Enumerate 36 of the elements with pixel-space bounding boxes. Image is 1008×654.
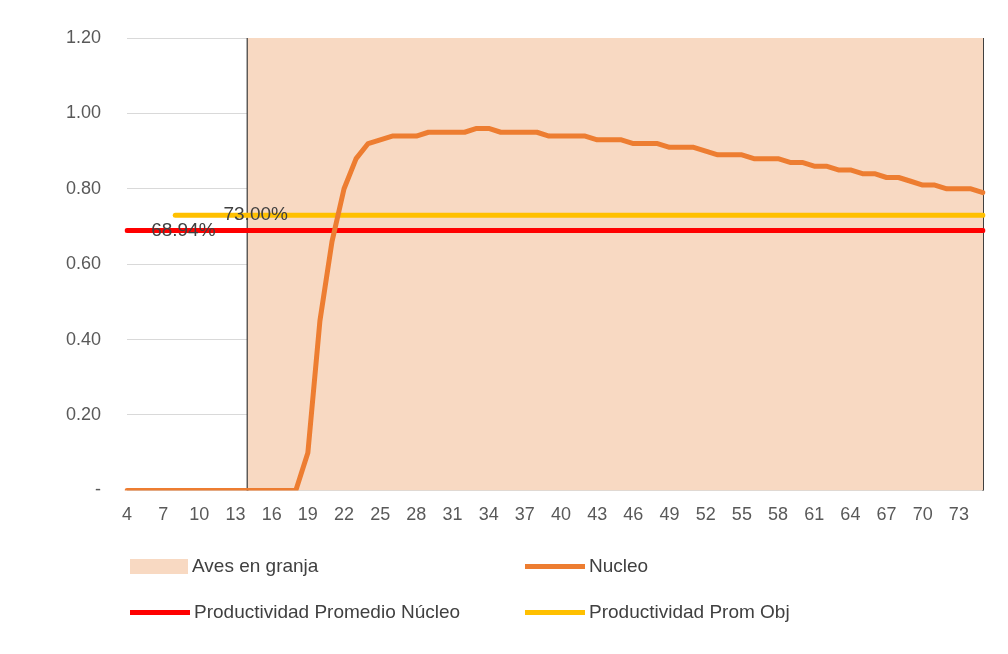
x-tick-label: 22 — [334, 504, 355, 525]
x-tick-label: 10 — [189, 504, 210, 525]
legend-label: Aves en granja — [192, 555, 319, 577]
x-tick-label: 58 — [768, 504, 789, 525]
y-tick-label: - — [95, 479, 102, 500]
x-tick-label: 64 — [840, 504, 861, 525]
y-tick-label: 0.80 — [65, 177, 102, 198]
x-tick-label: 55 — [731, 504, 752, 525]
x-tick-label: 67 — [876, 504, 897, 525]
x-tick-label: 16 — [261, 504, 282, 525]
x-tick-label: 19 — [297, 504, 318, 525]
x-tick-label: 37 — [514, 504, 535, 525]
y-tick-label: 1.20 — [65, 26, 102, 47]
x-tick-label: 49 — [659, 504, 680, 525]
x-tick-label: 70 — [912, 504, 933, 525]
x-tick-label: 61 — [804, 504, 825, 525]
x-tick-label: 46 — [623, 504, 644, 525]
y-tick-label: 0.40 — [65, 328, 102, 349]
x-tick-label: 7 — [158, 504, 169, 525]
x-tick-label: 4 — [122, 504, 133, 525]
x-tick-label: 25 — [370, 504, 391, 525]
y-tick-label: 0.60 — [65, 253, 102, 274]
legend-label: Productividad Promedio Núcleo — [194, 601, 461, 623]
x-tick-label: 43 — [587, 504, 608, 525]
x-tick-label: 52 — [695, 504, 716, 525]
x-tick-label: 40 — [551, 504, 572, 525]
x-tick-label: 31 — [442, 504, 463, 525]
legend-label: Productividad Prom Obj — [589, 601, 790, 623]
y-tick-label: 1.00 — [65, 102, 102, 123]
x-tick-label: 28 — [406, 504, 427, 525]
y-tick-label: 0.20 — [65, 403, 102, 424]
legend-label: Nucleo — [589, 555, 649, 577]
x-tick-label: 13 — [225, 504, 246, 525]
x-tick-label: 73 — [948, 504, 969, 525]
x-tick-label: 34 — [478, 504, 499, 525]
data-label: 68.94% — [151, 218, 216, 240]
